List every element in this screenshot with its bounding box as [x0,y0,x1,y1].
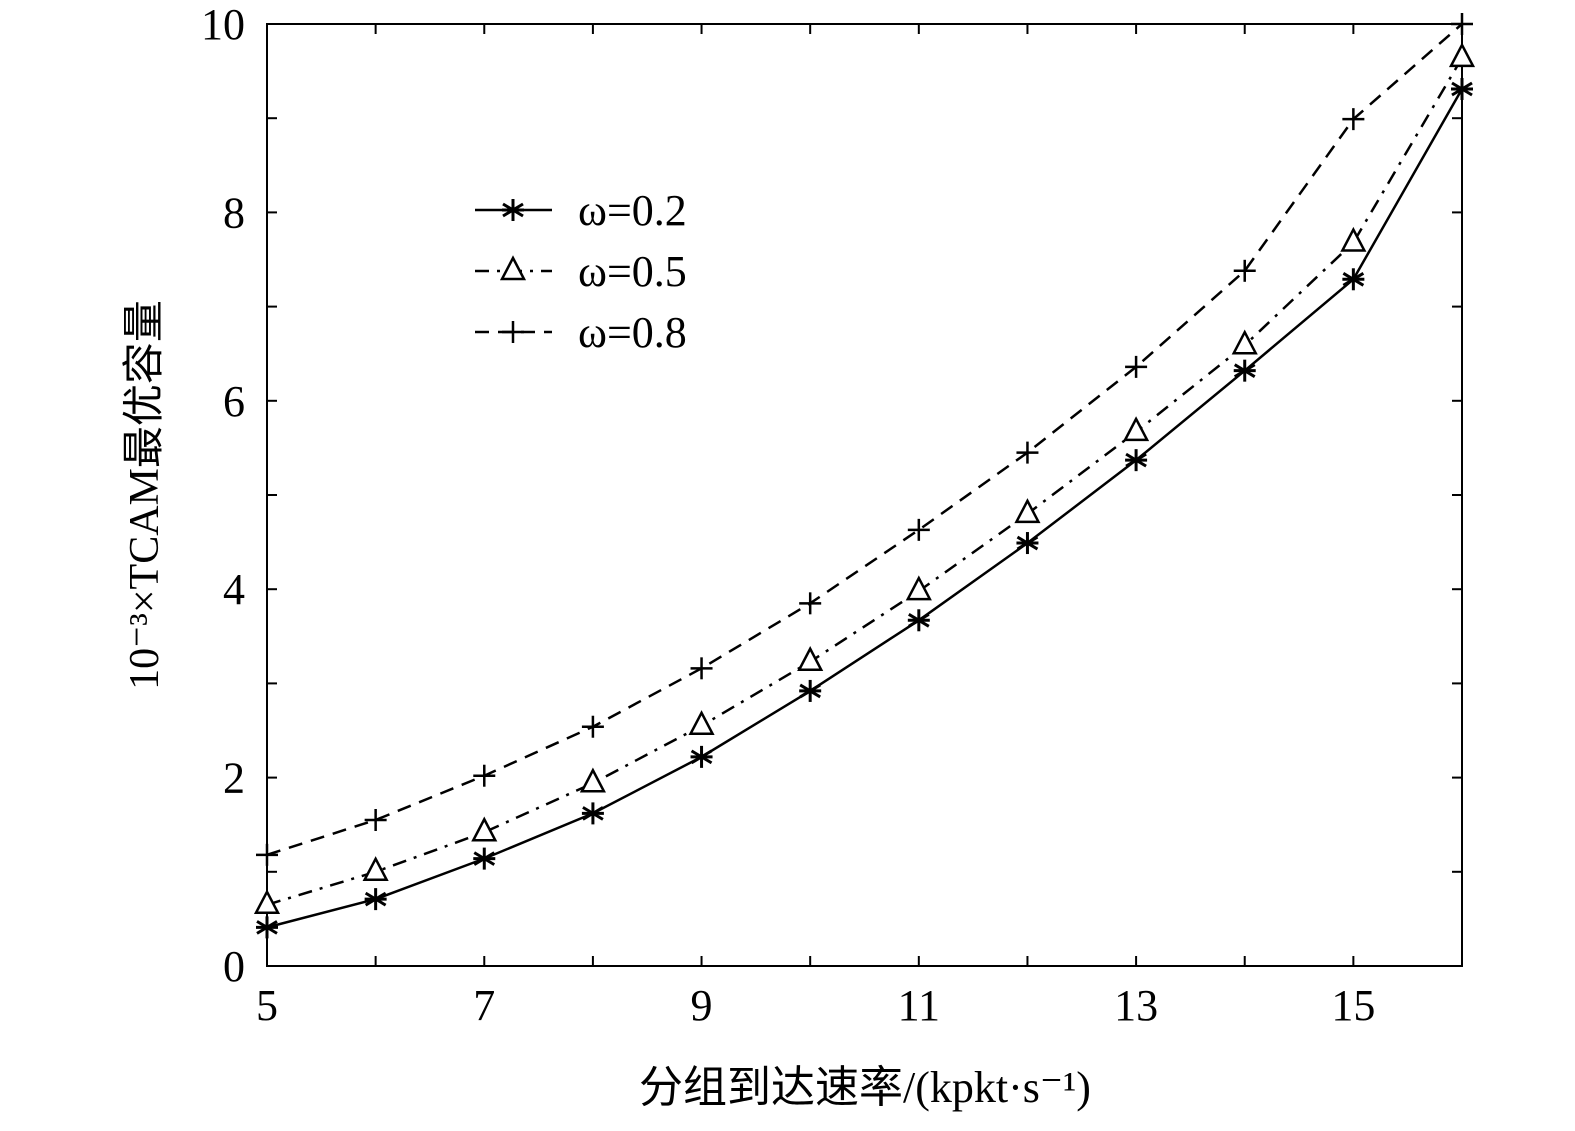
series-lines [253,13,1476,939]
data-point-triangle [471,816,498,842]
axis-ticks: 5 7 9 11 13 15 0 2 4 6 8 10 [201,0,1463,1030]
data-point-triangle [362,856,389,882]
legend-entry: ω=0.5 [475,247,687,296]
series-0 [256,77,1473,939]
data-point-triangle [905,575,932,601]
y-axis-label: 10⁻³×TCAM最优容量 [121,300,168,690]
x-tick-label: 9 [691,981,713,1030]
legend-label: ω=0.8 [578,308,687,357]
data-point-triangle [253,889,281,915]
data-point-triangle [1448,42,1476,68]
x-tick-label: 11 [898,981,940,1030]
legend-label: ω=0.2 [578,186,687,235]
y-tick-label: 2 [223,754,245,803]
y-tick-label: 10 [201,0,245,49]
data-point-triangle [1231,329,1258,355]
data-point-triangle [1014,498,1041,524]
data-point-triangle [1340,226,1367,252]
data-point-triangle [797,646,824,671]
legend-marker [499,255,527,281]
y-tick-label: 0 [223,942,245,991]
series-1 [253,42,1476,915]
x-tick-label: 15 [1331,981,1375,1030]
y-tick-label: 6 [223,377,245,426]
series-line [266,57,1464,906]
x-axis-label: 分组到达速率/(kpkt·s⁻¹) [639,1063,1091,1112]
y-tick-label: 8 [223,188,245,237]
data-point-triangle [688,710,715,736]
series-2 [256,13,1473,866]
plot-frame [266,23,1463,967]
series-line [266,23,1463,857]
legend-label: ω=0.5 [578,247,687,296]
plot-area [266,23,1463,967]
y-tick-label: 4 [223,565,245,614]
legend-entry: ω=0.2 [475,186,687,235]
data-point-triangle [1123,416,1150,442]
legend-entry: ω=0.8 [475,308,687,357]
data-point-triangle [579,767,606,793]
legend: ω=0.2 ω=0.5 ω=0.8 [475,186,687,357]
series-line [266,88,1464,929]
x-tick-label: 7 [473,981,495,1030]
x-tick-label: 13 [1114,981,1158,1030]
x-tick-label: 5 [256,981,278,1030]
